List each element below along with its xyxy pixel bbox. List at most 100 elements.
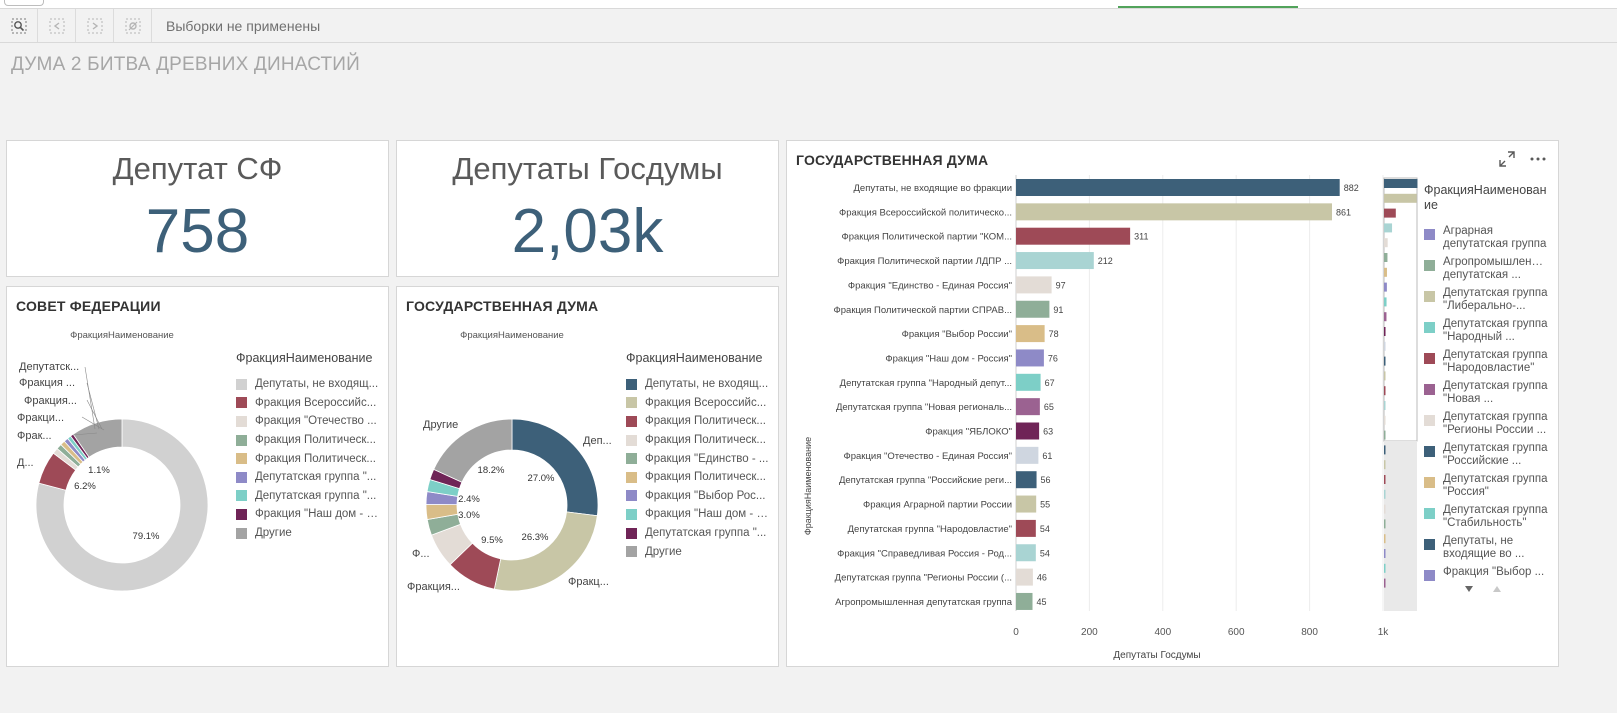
- pie-gd-legend-item[interactable]: Фракция Политическ...: [626, 468, 771, 487]
- bar-mark[interactable]: [1016, 325, 1045, 343]
- legend-label: Депутатская группа "Россия": [1443, 473, 1548, 498]
- bar-gd-legend-item[interactable]: Депутатская группа "Народовластие": [1424, 349, 1549, 380]
- bar-gd-legend-item[interactable]: Фракция "Выбор ...: [1424, 566, 1549, 597]
- bar-mark[interactable]: [1016, 592, 1033, 610]
- pie-gd-slice-label: Другие: [423, 419, 458, 431]
- legend-label: Депутатская группа "Новая ...: [1443, 380, 1548, 405]
- pie-sf-legend-item[interactable]: Другие: [236, 524, 381, 543]
- bar-gd-legend-item[interactable]: Агропромышленная депутатская ...: [1424, 256, 1549, 287]
- pie-gd-chart[interactable]: ФракцияНаименование 27.0% 26.3% 9.5% 3.0% 2.…: [397, 287, 622, 662]
- pie-gd-legend-item[interactable]: Фракция Политическ...: [626, 412, 771, 431]
- bar-mark[interactable]: [1016, 398, 1040, 416]
- pie-gd-slice[interactable]: [433, 418, 513, 483]
- pie-gd-legend-item[interactable]: Фракция Политическ...: [626, 431, 771, 450]
- step-forward-button[interactable]: [76, 9, 114, 42]
- bar-mark[interactable]: [1016, 544, 1036, 562]
- pie-sf-legend-item[interactable]: Фракция Политическ...: [236, 449, 381, 468]
- kpi-value-gd: 2,03k: [511, 197, 664, 266]
- legend-label: Депутаты, не входящ...: [645, 378, 769, 391]
- bar-value-label: 54: [1040, 548, 1050, 558]
- pie-sf-slice[interactable]: [35, 418, 209, 592]
- bar-mark[interactable]: [1016, 349, 1044, 367]
- bar-gd-legend-item[interactable]: Депутатская группа "Народный ...: [1424, 318, 1549, 349]
- bar-mark[interactable]: [1016, 519, 1036, 537]
- legend-label: Депутатская группа "Российские ...: [1443, 442, 1548, 467]
- legend-scroll-up-icon[interactable]: [1491, 584, 1503, 594]
- kpi-card-sf[interactable]: Депутат СФ 758: [6, 140, 389, 277]
- mini-chart-viewport[interactable]: [1383, 177, 1418, 442]
- bar-gd-legend-item[interactable]: Депутаты, не входящие во ...: [1424, 535, 1549, 566]
- mini-bar-mark: [1384, 489, 1386, 499]
- active-sheet-indicator: [1118, 6, 1298, 8]
- bar-gd-legend-item[interactable]: Депутатская группа "Новая ...: [1424, 380, 1549, 411]
- legend-swatch: [626, 415, 637, 427]
- pie-gd-slice[interactable]: [511, 418, 599, 517]
- bar-gd-legend-item[interactable]: Депутатская группа "Либерально-...: [1424, 287, 1549, 318]
- bar-gd-legend-item[interactable]: Депутатская группа "Россия": [1424, 473, 1549, 504]
- pie-sf-chart[interactable]: ФракцияНаименование 79.1% 6.2% 1.1% Депута…: [7, 287, 232, 662]
- bar-value-label: 54: [1040, 524, 1050, 534]
- smart-search-icon: [11, 18, 26, 33]
- pie-sf-legend-item[interactable]: Депутаты, не входящ...: [236, 375, 381, 394]
- legend-swatch: [1424, 446, 1435, 457]
- pie-gd-legend-item[interactable]: Депутаты, не входящ...: [626, 375, 771, 394]
- more-options-icon[interactable]: [1529, 150, 1547, 168]
- pie-gd-legend-item[interactable]: Фракция "Единство - ...: [626, 449, 771, 468]
- pie-sf-slice-label: Фрак...: [17, 430, 52, 442]
- expand-icon[interactable]: [1498, 150, 1516, 168]
- pie-sf-legend-item[interactable]: Фракция "Наш дом - Р...: [236, 505, 381, 524]
- pie-sf-legend-item[interactable]: Депутатская группа "...: [236, 487, 381, 506]
- pie-gd-legend-title: ФракцияНаименование: [626, 351, 763, 365]
- bar-gd-legend-item[interactable]: Депутатская группа "Регионы России ...: [1424, 411, 1549, 442]
- bar-gd-legend-item[interactable]: Аграрная депутатская группа: [1424, 225, 1549, 256]
- pie-sf-slice[interactable]: [72, 418, 123, 458]
- bar-mark[interactable]: [1016, 203, 1332, 221]
- mini-bar-mark: [1384, 356, 1386, 366]
- bar-category-label: Фракция "Единство - Единая Россия": [848, 280, 1012, 291]
- mini-bar-mark: [1384, 179, 1418, 188]
- bar-mark[interactable]: [1016, 495, 1037, 513]
- pie-card-gd[interactable]: ГОСУДАРСТВЕННАЯ ДУМА ФракцияНаименование…: [396, 286, 779, 667]
- bar-mark[interactable]: [1016, 446, 1039, 464]
- bar-mark[interactable]: [1016, 471, 1037, 489]
- pie-card-sf[interactable]: СОВЕТ ФЕДЕРАЦИИ ФракцияНаименование 79.1…: [6, 286, 389, 667]
- pie-gd-legend-item[interactable]: Фракция "Выбор Рос...: [626, 487, 771, 506]
- pie-gd-slice-value: 27.0%: [528, 473, 555, 484]
- pie-sf-slice-value: 1.1%: [88, 465, 110, 476]
- bar-mark[interactable]: [1016, 252, 1094, 270]
- pie-gd-slice-value: 9.5%: [481, 535, 503, 546]
- bar-gd-legend-item[interactable]: Депутатская группа "Стабильность": [1424, 504, 1549, 535]
- bar-value-label: 78: [1049, 329, 1059, 339]
- bar-card-gd[interactable]: ГОСУДАРСТВЕННАЯ ДУМА Депутаты, не входящ…: [786, 140, 1559, 667]
- bar-gd-legend-title: ФракцияНаименование: [1424, 183, 1547, 212]
- bar-mark[interactable]: [1016, 227, 1131, 245]
- legend-label: Фракция "Выбор Рос...: [645, 489, 766, 502]
- bar-mark[interactable]: [1016, 179, 1340, 196]
- bar-mark[interactable]: [1016, 276, 1052, 294]
- clear-selections-button[interactable]: [114, 9, 152, 42]
- pie-gd-legend-item[interactable]: Фракция Всероссийс...: [626, 394, 771, 413]
- bar-value-label: 212: [1098, 256, 1113, 266]
- pie-gd-legend-item[interactable]: Фракция "Наш дом - Р...: [626, 505, 771, 524]
- pie-gd-legend-item[interactable]: Депутатская группа "...: [626, 524, 771, 543]
- pie-gd-legend-item[interactable]: Другие: [626, 542, 771, 561]
- smart-search-button[interactable]: [0, 9, 38, 42]
- bar-mark[interactable]: [1016, 422, 1040, 440]
- bar-mark[interactable]: [1016, 300, 1050, 318]
- step-back-button[interactable]: [38, 9, 76, 42]
- top-tab[interactable]: [4, 0, 44, 6]
- pie-sf-legend-item[interactable]: Фракция "Отечество ...: [236, 412, 381, 431]
- pie-sf-legend-item[interactable]: Фракция Всероссийс...: [236, 394, 381, 413]
- bar-mark[interactable]: [1016, 373, 1041, 391]
- mini-chart-track[interactable]: [1384, 441, 1417, 611]
- legend-scroll-down-icon[interactable]: [1463, 584, 1475, 594]
- bar-gd-chart[interactable]: Депутаты, не входящие во фракции Фракция …: [787, 141, 1423, 668]
- pie-sf-legend-item[interactable]: Фракция Политическ...: [236, 431, 381, 450]
- legend-swatch: [236, 434, 247, 446]
- legend-label: Депутатская группа "...: [255, 471, 377, 484]
- bar-gd-legend-item[interactable]: Депутатская группа "Российские ...: [1424, 442, 1549, 473]
- bar-mark[interactable]: [1016, 568, 1033, 586]
- mini-bar-mark: [1384, 549, 1386, 558]
- pie-sf-legend-item[interactable]: Депутатская группа "...: [236, 468, 381, 487]
- kpi-card-gd[interactable]: Депутаты Госдумы 2,03k: [396, 140, 779, 277]
